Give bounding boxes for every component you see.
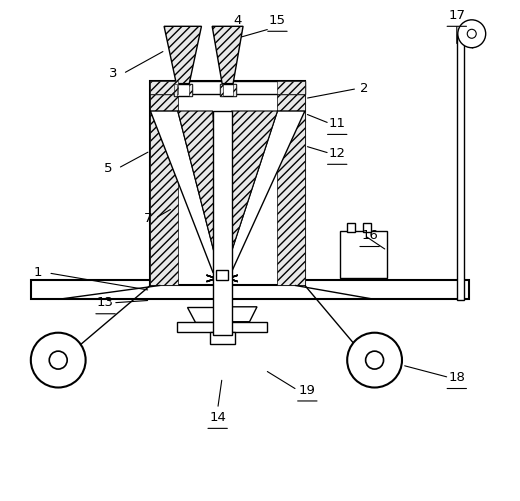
Text: 18: 18: [448, 371, 465, 384]
Text: 5: 5: [104, 162, 112, 175]
Bar: [213, 111, 231, 335]
Polygon shape: [212, 26, 243, 84]
Circle shape: [467, 29, 476, 38]
Text: 4: 4: [233, 14, 242, 27]
Polygon shape: [150, 81, 178, 94]
Circle shape: [347, 333, 402, 387]
Polygon shape: [150, 81, 178, 286]
Bar: [31, 281, 469, 299]
Bar: [457, 34, 464, 300]
Circle shape: [49, 351, 67, 369]
Bar: [150, 81, 305, 94]
Polygon shape: [187, 307, 217, 322]
Circle shape: [31, 333, 86, 387]
Text: 17: 17: [448, 9, 465, 22]
Bar: [189, 84, 192, 96]
Bar: [216, 271, 228, 281]
Bar: [174, 84, 192, 96]
Bar: [347, 223, 355, 232]
Circle shape: [366, 351, 384, 369]
Text: 12: 12: [329, 147, 346, 160]
Polygon shape: [222, 111, 278, 268]
Text: 16: 16: [361, 229, 378, 242]
Polygon shape: [227, 307, 257, 322]
Bar: [232, 84, 236, 96]
Text: 3: 3: [109, 67, 118, 80]
Polygon shape: [226, 111, 305, 273]
Bar: [219, 84, 223, 96]
Text: 15: 15: [269, 14, 286, 27]
Text: 6: 6: [164, 27, 172, 40]
Text: 13: 13: [97, 296, 114, 309]
Bar: [340, 230, 387, 278]
Text: 2: 2: [360, 82, 369, 95]
Polygon shape: [278, 81, 305, 94]
Bar: [150, 81, 305, 286]
Polygon shape: [278, 81, 305, 286]
Bar: [219, 84, 236, 96]
Text: 19: 19: [299, 383, 316, 396]
Bar: [177, 322, 267, 332]
Text: 14: 14: [209, 411, 226, 424]
Bar: [362, 223, 371, 232]
Polygon shape: [150, 111, 218, 273]
Circle shape: [458, 20, 486, 48]
Bar: [210, 332, 235, 344]
Text: 11: 11: [329, 117, 346, 130]
Polygon shape: [178, 111, 222, 268]
Bar: [174, 84, 177, 96]
Text: 1: 1: [34, 267, 43, 280]
Text: 7: 7: [144, 211, 152, 224]
Polygon shape: [164, 26, 201, 84]
